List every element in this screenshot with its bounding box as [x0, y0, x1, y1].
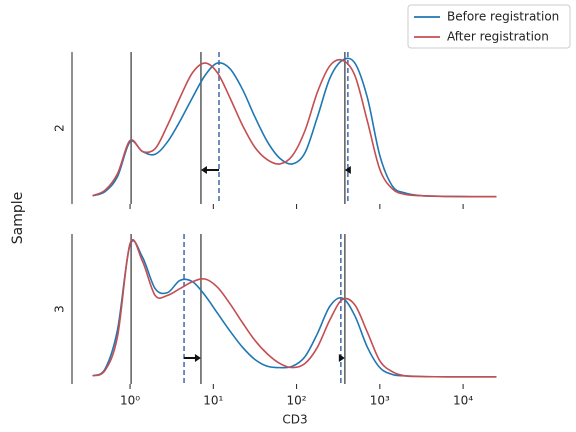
legend-label: Before registration — [447, 10, 559, 24]
density-line — [92, 58, 497, 198]
density-line — [92, 239, 497, 378]
x-tick-label: 10⁰ — [120, 394, 140, 408]
x-tick-label: 10⁴ — [453, 394, 473, 408]
shift-arrow-head — [338, 354, 345, 362]
x-axis-label: CD3 — [282, 413, 307, 427]
shift-arrow-head — [200, 166, 207, 174]
y-axis-label: Sample — [10, 192, 26, 245]
x-tick-label: 10² — [287, 394, 307, 408]
density-line — [92, 239, 497, 378]
panel-label: 2 — [53, 124, 67, 132]
legend-box — [407, 4, 571, 49]
density-line — [92, 57, 497, 198]
shift-arrow-head — [344, 166, 351, 174]
x-tick-label: 10¹ — [203, 394, 223, 408]
shift-arrow-head — [194, 354, 201, 362]
legend-label: After registration — [447, 30, 549, 44]
panel-label: 3 — [53, 305, 67, 313]
x-tick-label: 10³ — [370, 394, 390, 408]
